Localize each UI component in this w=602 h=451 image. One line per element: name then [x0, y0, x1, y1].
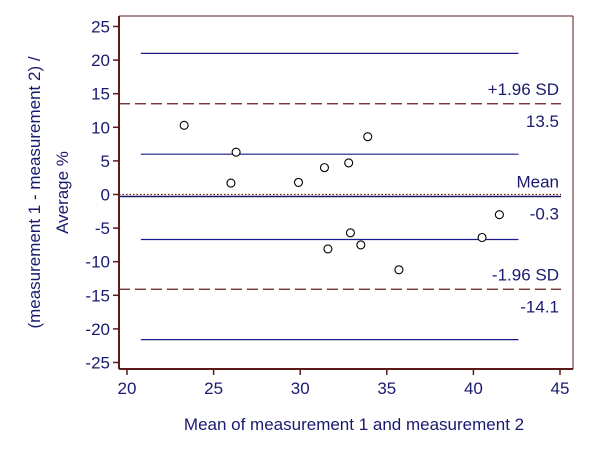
y-tick-label: 0: [101, 186, 110, 205]
data-point: [179, 120, 189, 130]
lower-loa-label: -1.96 SD: [492, 265, 559, 284]
mean-label: Mean: [516, 173, 559, 192]
data-point: [323, 244, 333, 254]
y-tick-label: 25: [91, 18, 110, 37]
lower-loa-value: -14.1: [520, 297, 559, 316]
data-point: [394, 265, 404, 275]
x-axis-title: Mean of measurement 1 and measurement 2: [184, 415, 524, 434]
upper-loa-value: 13.5: [526, 112, 559, 131]
data-point: [231, 147, 241, 157]
upper-loa-label: +1.96 SD: [488, 80, 559, 99]
y-tick-label: -10: [85, 253, 110, 272]
data-point: [356, 240, 366, 250]
y-tick-label: -25: [85, 354, 110, 373]
reference-lines: [119, 52, 561, 341]
y-axis-title-line2: Average %: [53, 151, 72, 234]
ticks: 25 20 15 10 5 0 -5 -10 -15 -20 -25 20 25 30 35 40 45: [85, 18, 569, 399]
data-point: [226, 178, 236, 188]
data-points: [179, 120, 504, 275]
x-tick-label: 35: [377, 379, 396, 398]
data-point: [363, 132, 373, 142]
axes: [118, 15, 574, 370]
y-tick-label: -20: [85, 320, 110, 339]
y-tick-label: 15: [91, 85, 110, 104]
data-point: [293, 177, 304, 187]
y-tick-label: 10: [91, 118, 110, 137]
data-point: [319, 163, 329, 173]
y-tick-label: 20: [91, 51, 110, 70]
data-point: [345, 228, 355, 238]
annotations: +1.96 SD 13.5 Mean -0.3 -1.96 SD -14.1: [488, 80, 559, 316]
y-tick-label: 5: [101, 152, 110, 171]
x-tick-label: 30: [291, 379, 310, 398]
mean-value: -0.3: [530, 205, 559, 224]
y-axis-title-line1: (measurement 1 - measurement 2) /: [25, 56, 44, 328]
x-tick-label: 40: [464, 379, 483, 398]
data-point: [494, 210, 504, 220]
y-tick-label: -15: [85, 286, 110, 305]
x-tick-label: 20: [118, 379, 137, 398]
data-point: [477, 232, 487, 243]
data-point: [344, 158, 354, 168]
x-tick-label: 45: [551, 379, 570, 398]
y-tick-label: -5: [95, 219, 110, 238]
x-tick-label: 25: [204, 379, 223, 398]
